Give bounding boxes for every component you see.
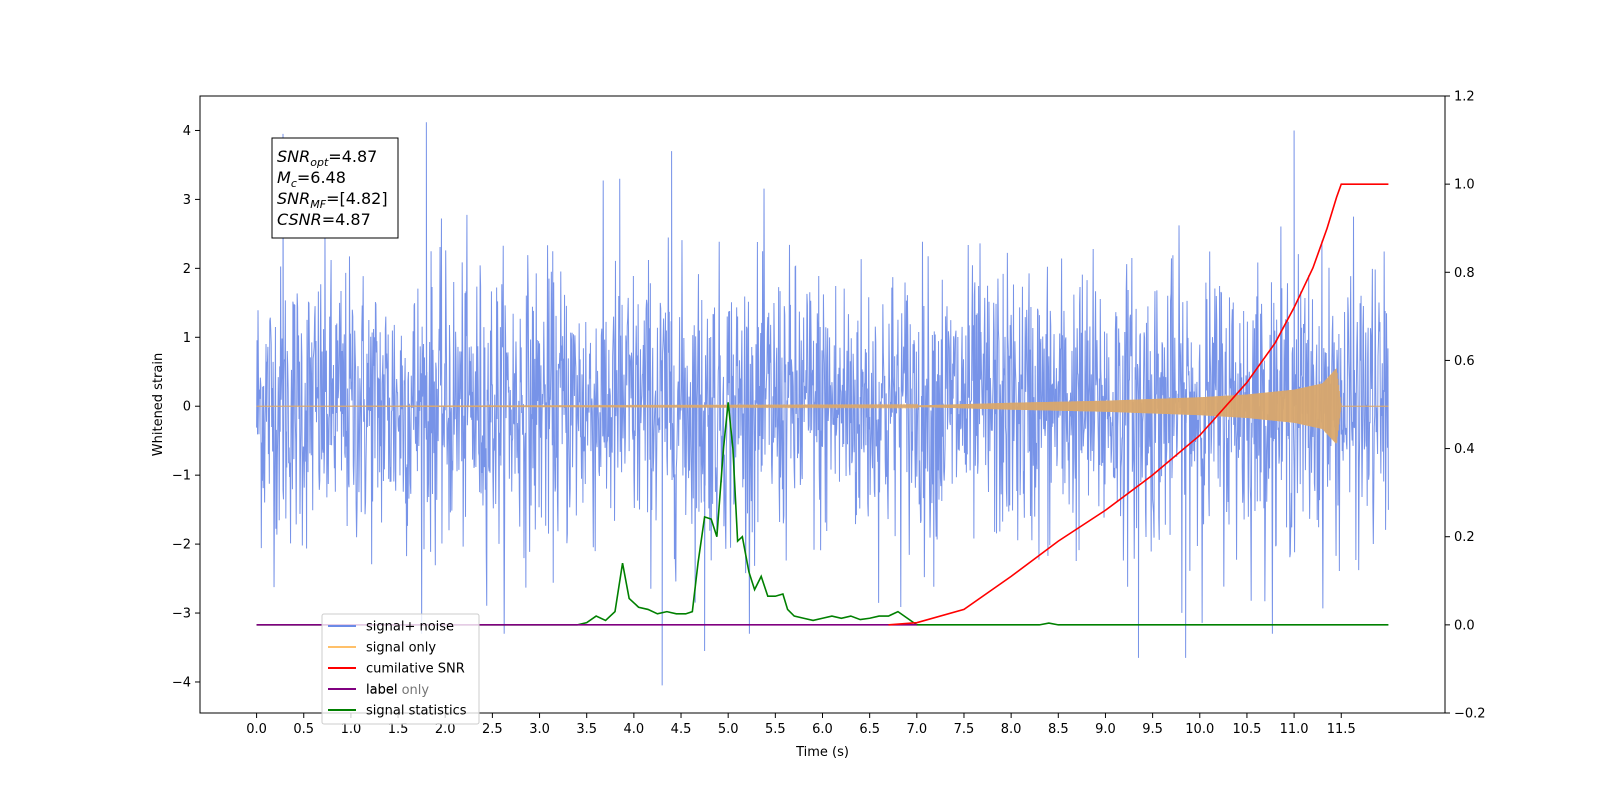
noise-series	[256, 122, 1389, 686]
x-tick-label: 6.0	[812, 722, 833, 737]
x-tick-label: 3.0	[529, 722, 550, 737]
x-tick-label: 3.5	[576, 722, 597, 737]
y2-tick-label: 0.6	[1454, 354, 1475, 369]
stats-line: SNRopt=4.87	[277, 147, 377, 169]
x-tick-label: 2.0	[435, 722, 456, 737]
stats-line: CSNR=4.87	[277, 210, 371, 229]
y2-tick-label: −0.2	[1454, 707, 1486, 722]
y2-tick-label: 1.2	[1454, 90, 1475, 105]
y2-tick-label: 0.0	[1454, 618, 1475, 633]
x-tick-label: 7.0	[906, 722, 927, 737]
y2-tick-label: 0.4	[1454, 442, 1475, 457]
y-tick-label: −4	[172, 675, 191, 690]
y2-tick-label: 0.2	[1454, 530, 1475, 545]
y-tick-label: 4	[183, 124, 191, 139]
x-tick-label: 4.5	[671, 722, 692, 737]
x-axis-label: Time (s)	[795, 745, 849, 760]
y2-tick-label: 0.8	[1454, 266, 1475, 281]
y-axis-right: −0.2 0.0 0.2 0.4 0.6 0.8 1.0 1.2	[1445, 90, 1486, 722]
x-tick-label: 11.0	[1280, 722, 1309, 737]
y-tick-label: −2	[172, 538, 191, 553]
legend-label: signal only	[366, 641, 436, 656]
signal-only-series	[256, 368, 1389, 444]
stats-box-frame	[271, 137, 399, 239]
y-tick-label: −1	[172, 469, 191, 484]
y2-tick-label: 1.0	[1454, 178, 1475, 193]
x-tick-label: 8.5	[1048, 722, 1069, 737]
y-axis-label: Whitened strain	[151, 353, 166, 456]
x-tick-label: 1.0	[341, 722, 362, 737]
x-tick-label: 0.5	[293, 722, 314, 737]
legend-label: cumilative SNR	[366, 662, 465, 677]
signal-noise-line	[256, 122, 1389, 686]
x-tick-label: 8.0	[1001, 722, 1022, 737]
legend: signal+ noise signal only cumilative SNR la…	[321, 613, 480, 725]
y-tick-label: 1	[183, 331, 191, 346]
x-tick-label: 9.5	[1142, 722, 1163, 737]
x-tick-label: 1.5	[388, 722, 409, 737]
y-tick-label: 2	[183, 262, 191, 277]
x-tick-label: 9.0	[1095, 722, 1116, 737]
x-axis: 0.0 0.5 1.0 1.5 2.0 2.5 3.0 3.5 4.0 4.5 5.0 5.5 6.0 6…	[246, 713, 1356, 737]
hidden-label-text: label only	[366, 683, 429, 698]
legend-label: signal+ noise	[366, 620, 454, 635]
x-tick-label: 2.5	[482, 722, 503, 737]
signal-statistics-line	[256, 402, 1389, 626]
legend-label: signal statistics	[366, 704, 467, 719]
stats-line: Mc=6.48	[277, 168, 346, 190]
y-tick-label: −3	[172, 607, 191, 622]
y-tick-label: 3	[183, 193, 191, 208]
y-axis-left: −4 −3 −2 −1 0 1 2 3 4	[172, 124, 200, 690]
stats-line: SNRMF=[4.82]	[277, 189, 388, 211]
x-tick-label: 10.5	[1232, 722, 1261, 737]
x-tick-label: 11.5	[1327, 722, 1356, 737]
y-tick-label: 0	[183, 400, 191, 415]
cumilative-snr-line	[888, 183, 1389, 626]
x-tick-label: 0.0	[246, 722, 267, 737]
legend-label: label	[366, 683, 397, 698]
x-tick-label: 5.5	[765, 722, 786, 737]
x-tick-label: 5.0	[718, 722, 739, 737]
signal-only-overlay	[256, 368, 1389, 444]
x-tick-label: 7.5	[954, 722, 975, 737]
x-tick-label: 6.5	[859, 722, 880, 737]
x-tick-label: 4.0	[624, 722, 645, 737]
legend-frame	[321, 613, 480, 725]
x-tick-label: 10.0	[1185, 722, 1214, 737]
